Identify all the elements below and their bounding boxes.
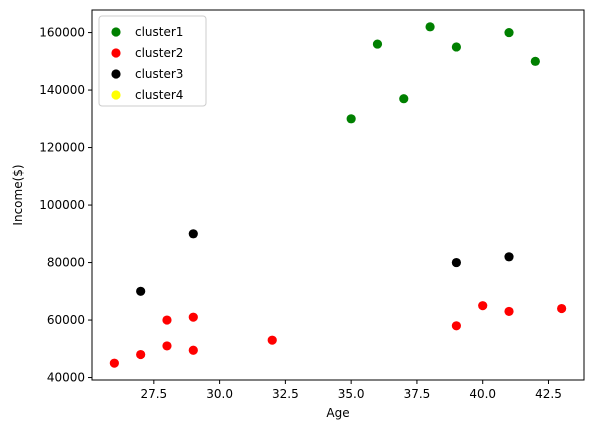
data-point-cluster1: [425, 22, 435, 32]
y-axis: 40000 60000 80000 100000 120000 140000 160000: [39, 26, 92, 385]
legend-label: cluster4: [135, 88, 183, 102]
data-point-cluster2: [557, 303, 567, 314]
data-point-cluster1: [530, 56, 540, 66]
data-point-cluster3: [136, 286, 146, 296]
y-tick-label: 120000: [39, 141, 85, 155]
data-point-cluster1: [504, 27, 514, 38]
y-tick-label: 160000: [39, 26, 85, 40]
data-point-cluster2: [478, 301, 488, 311]
x-tick-label: 32.5: [272, 387, 299, 401]
axes-frame: [91, 9, 585, 381]
data-point-cluster3: [451, 257, 461, 268]
x-tick-label: 40.0: [469, 387, 496, 401]
x-axis: 27.5 30.0 32.5 35.0 37.5 40.0 42.5: [140, 380, 562, 401]
legend-marker-cluster1: [111, 27, 121, 37]
x-tick-label: 37.5: [404, 387, 431, 401]
x-axis-label: Age: [326, 406, 349, 420]
data-point-cluster2: [188, 345, 198, 355]
data-point-cluster3: [504, 252, 514, 262]
data-point-cluster2: [188, 312, 198, 322]
x-tick-label: 30.0: [206, 387, 233, 401]
y-tick-label: 40000: [47, 371, 85, 385]
legend-box: [98, 15, 207, 107]
data-point-cluster1: [399, 94, 409, 104]
data-point-cluster2: [162, 315, 172, 325]
x-tick-label: 27.5: [140, 387, 167, 401]
data-point-cluster2: [504, 306, 514, 317]
data-point-cluster1: [372, 39, 383, 49]
legend-label: cluster1: [135, 25, 183, 39]
data-point-cluster2: [109, 358, 119, 368]
x-tick-label: 42.5: [535, 387, 562, 401]
y-tick-label: 100000: [39, 198, 85, 212]
x-tick-label: 35.0: [338, 387, 365, 401]
y-tick-label: 80000: [47, 256, 85, 270]
legend-label: cluster3: [135, 67, 183, 81]
data-point-cluster2: [267, 335, 277, 345]
data-point-cluster1: [451, 42, 461, 52]
data-marks: [109, 22, 567, 368]
legend-marker-cluster2: [111, 48, 121, 58]
legend: cluster1 cluster2 cluster3 cluster4: [98, 15, 207, 107]
y-tick-label: 140000: [39, 83, 85, 97]
legend-marker-cluster3: [111, 69, 121, 79]
data-point-cluster2: [451, 321, 461, 331]
legend-label: cluster2: [135, 46, 183, 60]
data-point-cluster2: [136, 349, 146, 360]
data-point-cluster2: [162, 341, 172, 351]
data-point-cluster3: [188, 229, 198, 239]
y-axis-label: Income($): [11, 164, 25, 225]
data-point-cluster1: [346, 114, 356, 124]
y-tick-label: 60000: [47, 313, 85, 327]
legend-marker-cluster4: [111, 90, 121, 100]
